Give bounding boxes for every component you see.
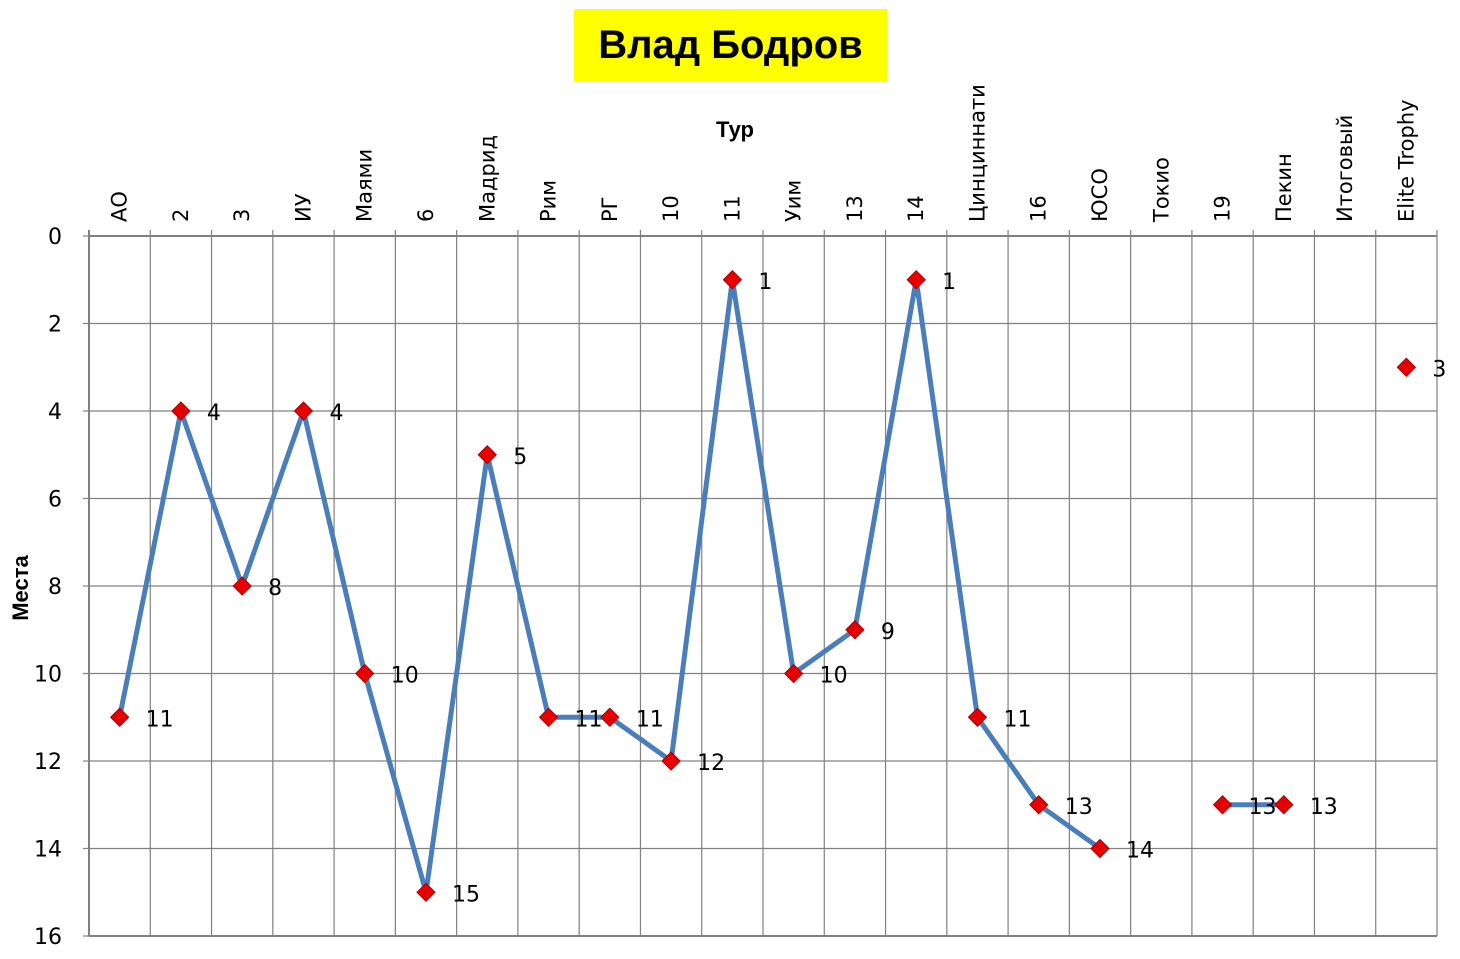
x-category-label: 16 [1027,195,1051,222]
y-tick-label: 10 [34,663,62,688]
x-category-label: 10 [659,195,683,222]
y-tick-label: 2 [48,313,62,338]
x-category-label: 11 [720,195,744,222]
data-point-marker [1090,838,1110,859]
x-axis-title: Тур [716,117,754,142]
x-category-label: Токио [1149,157,1173,223]
x-category-label: ЮСО [1088,168,1112,222]
data-label: 15 [452,882,480,907]
chart-title-box: Влад Бодров [574,9,887,81]
data-point-marker [232,576,252,596]
data-point-marker [845,620,865,640]
x-category-label: Рим [537,180,561,222]
data-label: 8 [268,576,282,601]
y-tick-label: 4 [48,400,62,425]
data-label: 11 [575,707,603,732]
x-category-label: Мадрид [475,135,499,222]
x-category-label: РГ [598,197,622,222]
x-category-label: Пекин [1272,153,1296,222]
x-category-label: Уим [782,180,806,222]
data-point-marker [1212,795,1233,815]
data-point-marker [1396,357,1417,377]
data-point-marker [538,707,559,727]
data-label: 5 [513,445,527,470]
data-point-marker [783,663,804,684]
x-category-labels: АО 2 3 ИУ Маями 6 Мадрид Рим РГ 10 11 Уим 13 14 Цинцин… [108,84,1419,223]
y-tick-label: 16 [34,925,62,950]
data-point-marker [661,751,681,771]
x-category-label: Цинциннати [965,84,989,222]
y-tick-label: 14 [34,838,62,863]
data-label: 4 [329,401,343,426]
data-label: 9 [881,620,895,645]
y-tick-label: 12 [34,750,62,775]
grid-lines [83,230,1438,937]
x-category-label: Elite Trophy [1394,99,1418,222]
data-label: 10 [820,664,848,689]
x-category-label: АО [108,191,132,222]
data-label: 13 [1310,795,1338,820]
x-category-label: Итоговый [1333,115,1357,222]
data-label: 10 [391,664,419,689]
data-label: 13 [1249,795,1277,820]
data-point-marker [293,401,314,421]
data-label: 11 [1003,707,1031,732]
data-point-marker [722,270,743,290]
y-tick-label: 0 [48,225,62,250]
x-category-label: 14 [904,195,928,222]
x-category-label: ИУ [291,193,315,222]
x-category-label: 3 [230,209,254,222]
x-category-label: 19 [1211,195,1235,222]
y-tick-labels: 0 2 4 6 8 10 12 14 16 [34,225,62,950]
y-tick-label: 8 [48,575,62,600]
data-label: 14 [1126,839,1154,864]
series-markers [109,270,1417,902]
data-point-marker [967,707,988,727]
x-category-label: 2 [169,209,193,222]
data-label: 11 [636,707,664,732]
data-point-marker [906,270,926,290]
y-tick-label: 6 [48,488,62,513]
data-point-marker [477,445,497,465]
chart-title: Влад Бодров [598,22,863,67]
x-category-label: 13 [843,195,867,222]
data-label: 1 [758,270,772,295]
data-point-marker [171,401,191,421]
data-label: 13 [1065,795,1093,820]
data-label: 11 [146,707,174,732]
data-label: 12 [697,751,725,776]
data-label: 3 [1432,357,1446,382]
data-label: 1 [942,270,956,295]
x-category-label: Маями [353,149,377,222]
data-point-marker [1274,795,1294,815]
data-point-marker [600,707,620,727]
data-point-marker [355,663,375,684]
data-point-marker [1029,795,1049,815]
x-category-label: 6 [414,209,438,222]
data-point-marker [416,882,436,902]
data-label: 4 [207,401,221,426]
y-axis-title: Места [8,554,33,620]
data-point-marker [109,707,130,727]
